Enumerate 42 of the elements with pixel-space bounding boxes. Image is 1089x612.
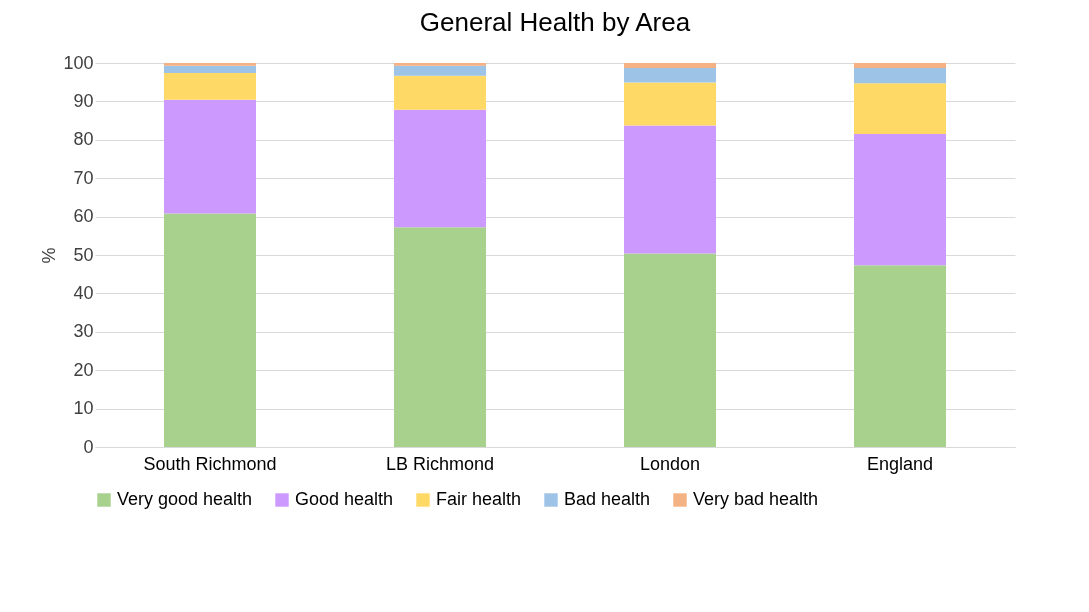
legend-label: Good health bbox=[295, 489, 394, 509]
bar bbox=[394, 75, 486, 110]
bar bbox=[624, 253, 716, 447]
y-tick-label: 70 bbox=[73, 167, 94, 188]
y-tick-label: 90 bbox=[73, 90, 94, 111]
bar bbox=[394, 227, 486, 447]
bar bbox=[854, 83, 946, 135]
y-tick-label: 30 bbox=[73, 321, 94, 342]
bar bbox=[164, 63, 256, 66]
y-axis-title: % bbox=[39, 247, 60, 264]
x-tick-label: London bbox=[639, 453, 701, 474]
chart-title: General Health by Area bbox=[419, 7, 691, 37]
y-tick-label: 40 bbox=[73, 282, 94, 303]
x-tick-label: LB Richmond bbox=[385, 453, 495, 474]
bar bbox=[854, 63, 946, 68]
legend-label: Bad health bbox=[564, 489, 651, 509]
legend-label: Fair health bbox=[436, 489, 522, 509]
y-tick-label: 50 bbox=[73, 244, 94, 265]
bar bbox=[394, 63, 486, 66]
bar bbox=[624, 125, 716, 254]
y-tick-label: 60 bbox=[73, 206, 94, 227]
x-tick-label: England bbox=[866, 453, 934, 474]
bar bbox=[854, 265, 946, 447]
y-tick-label: 0 bbox=[83, 436, 94, 457]
bar bbox=[164, 99, 256, 214]
bar bbox=[624, 67, 716, 83]
bar bbox=[854, 67, 946, 84]
bar bbox=[164, 65, 256, 73]
x-tick-label: South Richmond bbox=[143, 453, 277, 474]
y-tick-label: 20 bbox=[73, 359, 94, 380]
bar bbox=[624, 63, 716, 68]
bar bbox=[394, 65, 486, 76]
bar bbox=[854, 134, 946, 266]
bar bbox=[624, 82, 716, 126]
y-tick-label: 80 bbox=[73, 129, 94, 150]
bar bbox=[164, 72, 256, 100]
bar bbox=[164, 213, 256, 447]
legend-label: Very good health bbox=[117, 489, 253, 509]
legend-label: Very bad health bbox=[693, 489, 819, 509]
bar bbox=[394, 109, 486, 228]
y-tick-label: 100 bbox=[63, 52, 94, 73]
y-tick-label: 10 bbox=[73, 398, 94, 419]
